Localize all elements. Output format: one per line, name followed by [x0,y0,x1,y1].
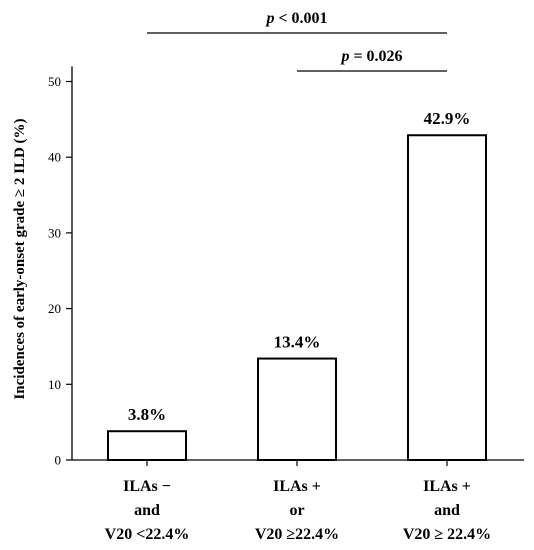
category-label: ILAs + and V20 ≥ 22.4% [403,478,491,543]
p-value: = 0.026 [349,48,402,65]
significance-label: p = 0.026 [339,48,402,65]
data-label: 42.9% [424,109,471,128]
bars [107,134,487,462]
category-label-line: V20 ≥22.4% [255,526,339,543]
data-label: 13.4% [274,333,321,352]
category-label-line: and [434,502,460,519]
category-label: ILAs − and V20 <22.4% [105,478,190,543]
data-labels: 3.8% 13.4% 42.9% [128,109,471,424]
y-tick-label: 20 [48,301,61,316]
y-axis-label: Incidences of early-onset grade ≥ 2 ILD … [12,118,28,399]
y-tick-label: 10 [48,377,61,392]
p-value: < 0.001 [274,10,327,27]
p-symbol: p [339,48,349,65]
significance-label: p < 0.001 [264,10,327,27]
bar [407,134,487,461]
bar [107,430,187,462]
category-label-line: V20 <22.4% [105,526,190,543]
category-label-line: ILAs + [273,478,321,495]
y-tick-label: 30 [48,225,61,240]
category-label-line: or [289,502,304,519]
y-tick-label: 0 [55,453,62,468]
y-tick-label: 50 [48,74,61,89]
category-label-line: ILAs − [123,478,171,495]
bar [257,357,337,462]
category-label: ILAs + or V20 ≥22.4% [255,478,339,543]
y-tick-label: 40 [48,150,61,165]
category-label-line: and [134,502,160,519]
category-labels: ILAs − and V20 <22.4%ILAs + or V20 ≥22.4%ILA… [105,478,492,543]
data-label: 3.8% [128,405,166,424]
category-label-line: ILAs + [423,478,471,495]
category-label-line: V20 ≥ 22.4% [403,526,491,543]
p-symbol: p [264,10,274,27]
